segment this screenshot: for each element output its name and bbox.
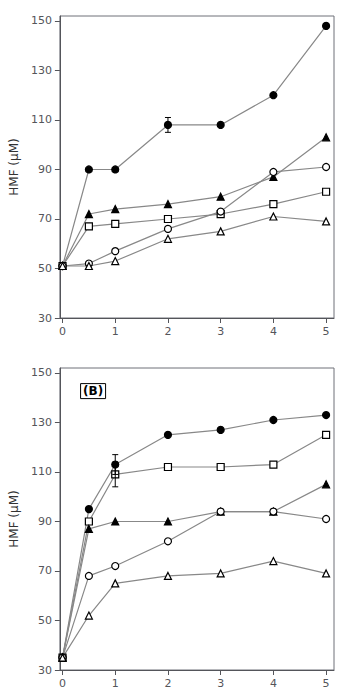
- svg-text:50: 50: [38, 614, 52, 627]
- svg-text:(B): (B): [83, 384, 103, 398]
- svg-text:110: 110: [31, 465, 52, 478]
- svg-text:3: 3: [217, 325, 224, 338]
- svg-text:HMF (μM): HMF (μM): [7, 138, 21, 195]
- svg-text:90: 90: [38, 515, 52, 528]
- svg-text:130: 130: [31, 416, 52, 429]
- svg-text:0: 0: [59, 677, 66, 690]
- svg-text:70: 70: [38, 212, 52, 225]
- svg-text:70: 70: [38, 564, 52, 577]
- svg-text:4: 4: [270, 677, 277, 690]
- svg-text:2: 2: [164, 677, 171, 690]
- svg-text:30: 30: [38, 312, 52, 325]
- svg-text:0: 0: [59, 325, 66, 338]
- svg-text:1: 1: [112, 325, 119, 338]
- svg-text:150: 150: [31, 366, 52, 379]
- svg-text:5: 5: [323, 325, 330, 338]
- svg-text:90: 90: [38, 163, 52, 176]
- svg-text:50: 50: [38, 262, 52, 275]
- svg-text:4: 4: [270, 325, 277, 338]
- svg-text:130: 130: [31, 64, 52, 77]
- svg-text:5: 5: [323, 677, 330, 690]
- svg-text:3: 3: [217, 677, 224, 690]
- svg-text:150: 150: [31, 14, 52, 27]
- svg-text:30: 30: [38, 664, 52, 677]
- svg-text:110: 110: [31, 113, 52, 126]
- svg-text:2: 2: [164, 325, 171, 338]
- svg-text:1: 1: [112, 677, 119, 690]
- svg-text:HMF (μM): HMF (μM): [7, 490, 21, 547]
